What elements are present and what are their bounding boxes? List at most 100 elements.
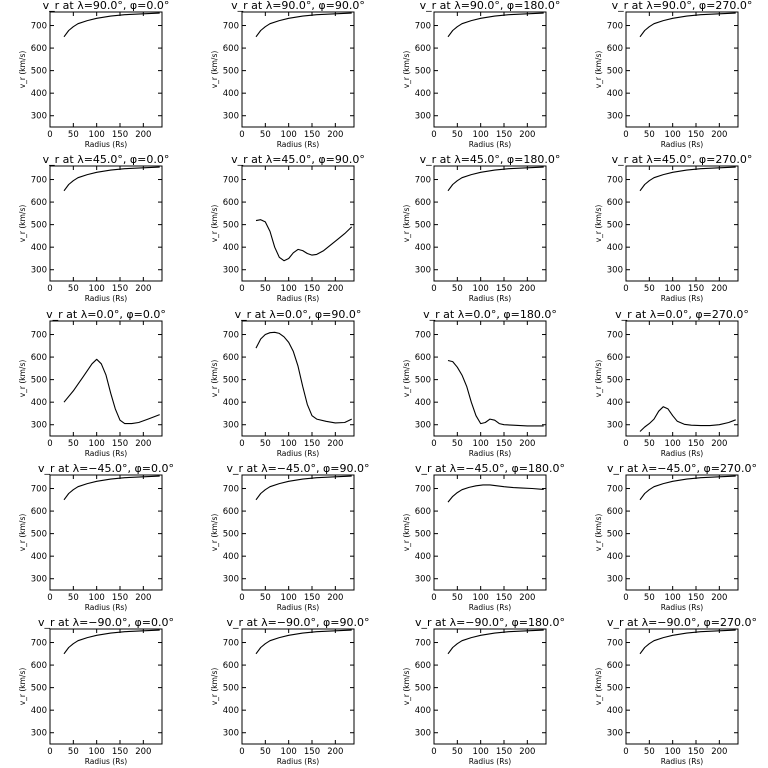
panel-11: v_r at λ=0.0°, φ=180.0° 0 50 100 150 200 300 40… [402,308,557,458]
x-tick-label: 50 [452,284,463,294]
panel-title: v_r at λ=45.0°, φ=270.0° [612,153,753,166]
panel-1: v_r at λ=90.0°, φ=0.0° 0 50 100 150 200 300 400… [18,0,169,149]
x-tick-label: 0 [47,130,52,140]
x-tick-label: 50 [644,130,655,140]
y-tick-label: 600 [31,661,47,671]
x-tick-label: 100 [473,747,489,757]
y-tick-label: 400 [31,89,47,99]
y-tick-label: 300 [415,421,431,431]
x-tick-label: 200 [519,439,535,449]
y-tick-label: 300 [223,421,239,431]
x-axis-label: Radius (Rs) [277,603,320,612]
panel-title: v_r at λ=90.0°, φ=90.0° [231,0,365,12]
x-tick-label: 50 [644,593,655,603]
y-tick-label: 400 [415,243,431,253]
y-tick-label: 400 [223,398,239,408]
x-tick-label: 150 [496,130,512,140]
series-line [255,219,353,262]
y-axis-label: v_r (km/s) [594,51,603,89]
panel-title: v_r at λ=90.0°, φ=0.0° [43,0,170,12]
plot-frame [49,628,163,745]
y-axis-label: v_r (km/s) [594,514,603,552]
x-tick-label: 100 [665,747,681,757]
x-tick-label: 200 [135,284,151,294]
y-tick-label: 400 [31,552,47,562]
panel-3: v_r at λ=90.0°, φ=180.0° 0 50 100 150 200 300 4… [402,0,560,149]
x-tick-label: 0 [47,593,52,603]
x-tick-label: 0 [623,439,628,449]
y-tick-label: 400 [415,706,431,716]
x-tick-label: 50 [68,130,79,140]
y-axis-label: v_r (km/s) [210,514,219,552]
x-tick-label: 0 [431,284,436,294]
y-tick-label: 700 [31,331,47,341]
y-tick-label: 300 [415,266,431,276]
y-axis-label: v_r (km/s) [18,205,27,243]
y-tick-label: 600 [223,661,239,671]
y-tick-label: 600 [223,507,239,517]
x-tick-label: 200 [327,747,343,757]
y-tick-label: 600 [31,353,47,363]
series-line [63,475,160,501]
x-tick-label: 0 [623,284,628,294]
x-tick-label: 0 [47,439,52,449]
x-tick-label: 200 [519,130,535,140]
series-line [63,358,160,425]
series-line [639,12,736,38]
y-tick-label: 500 [415,67,431,77]
x-axis-label: Radius (Rs) [469,140,512,149]
x-axis-label: Radius (Rs) [661,757,704,766]
panel-12: v_r at λ=0.0°, φ=270.0° 0 50 100 150 200 300 40… [594,308,749,458]
plot-frame [49,11,163,128]
x-axis-label: Radius (Rs) [661,449,704,458]
y-tick-label: 600 [607,44,623,54]
panel-5: v_r at λ=45.0°, φ=0.0° 0 50 100 150 200 300 400… [18,153,169,303]
y-tick-label: 500 [31,221,47,231]
y-tick-label: 300 [607,112,623,122]
panel-title: v_r at λ=−90.0°, φ=270.0° [607,616,757,629]
panel-19: v_r at λ=−90.0°, φ=180.0° 0 50 100 150 200 300… [402,616,565,766]
y-tick-label: 700 [31,22,47,32]
x-tick-label: 0 [623,130,628,140]
x-tick-label: 50 [68,284,79,294]
x-axis-label: Radius (Rs) [469,757,512,766]
x-tick-label: 150 [496,747,512,757]
x-tick-label: 150 [688,439,704,449]
x-tick-label: 0 [431,593,436,603]
y-tick-label: 500 [31,376,47,386]
x-tick-label: 0 [239,284,244,294]
y-tick-label: 500 [607,530,623,540]
plot-frame [241,320,355,437]
plot-frame [49,320,163,437]
panel-title: v_r at λ=0.0°, φ=0.0° [46,308,166,321]
y-tick-label: 600 [415,507,431,517]
x-tick-label: 100 [281,130,297,140]
y-tick-label: 300 [31,575,47,585]
y-axis-label: v_r (km/s) [402,668,411,706]
panel-8: v_r at λ=45.0°, φ=270.0° 0 50 100 150 200 300 4… [594,153,752,303]
y-tick-label: 400 [415,89,431,99]
y-axis-label: v_r (km/s) [18,360,27,398]
panel-title: v_r at λ=−45.0°, φ=90.0° [227,462,370,475]
x-tick-label: 200 [135,439,151,449]
x-tick-label: 0 [239,593,244,603]
y-tick-label: 700 [223,22,239,32]
x-tick-label: 150 [112,747,128,757]
x-axis-label: Radius (Rs) [277,140,320,149]
series-line [639,475,736,501]
x-tick-label: 50 [644,747,655,757]
y-tick-label: 600 [607,507,623,517]
plot-frame [625,320,739,437]
y-tick-label: 300 [223,112,239,122]
panel-title: v_r at λ=90.0°, φ=180.0° [420,0,561,12]
y-tick-label: 500 [607,67,623,77]
x-tick-label: 200 [135,593,151,603]
x-axis-label: Radius (Rs) [85,140,128,149]
x-axis-label: Radius (Rs) [85,603,128,612]
series-line [639,629,736,655]
x-tick-label: 100 [473,593,489,603]
y-tick-label: 400 [31,706,47,716]
x-tick-label: 0 [431,747,436,757]
panel-title: v_r at λ=−90.0°, φ=180.0° [415,616,565,629]
x-tick-label: 150 [688,130,704,140]
